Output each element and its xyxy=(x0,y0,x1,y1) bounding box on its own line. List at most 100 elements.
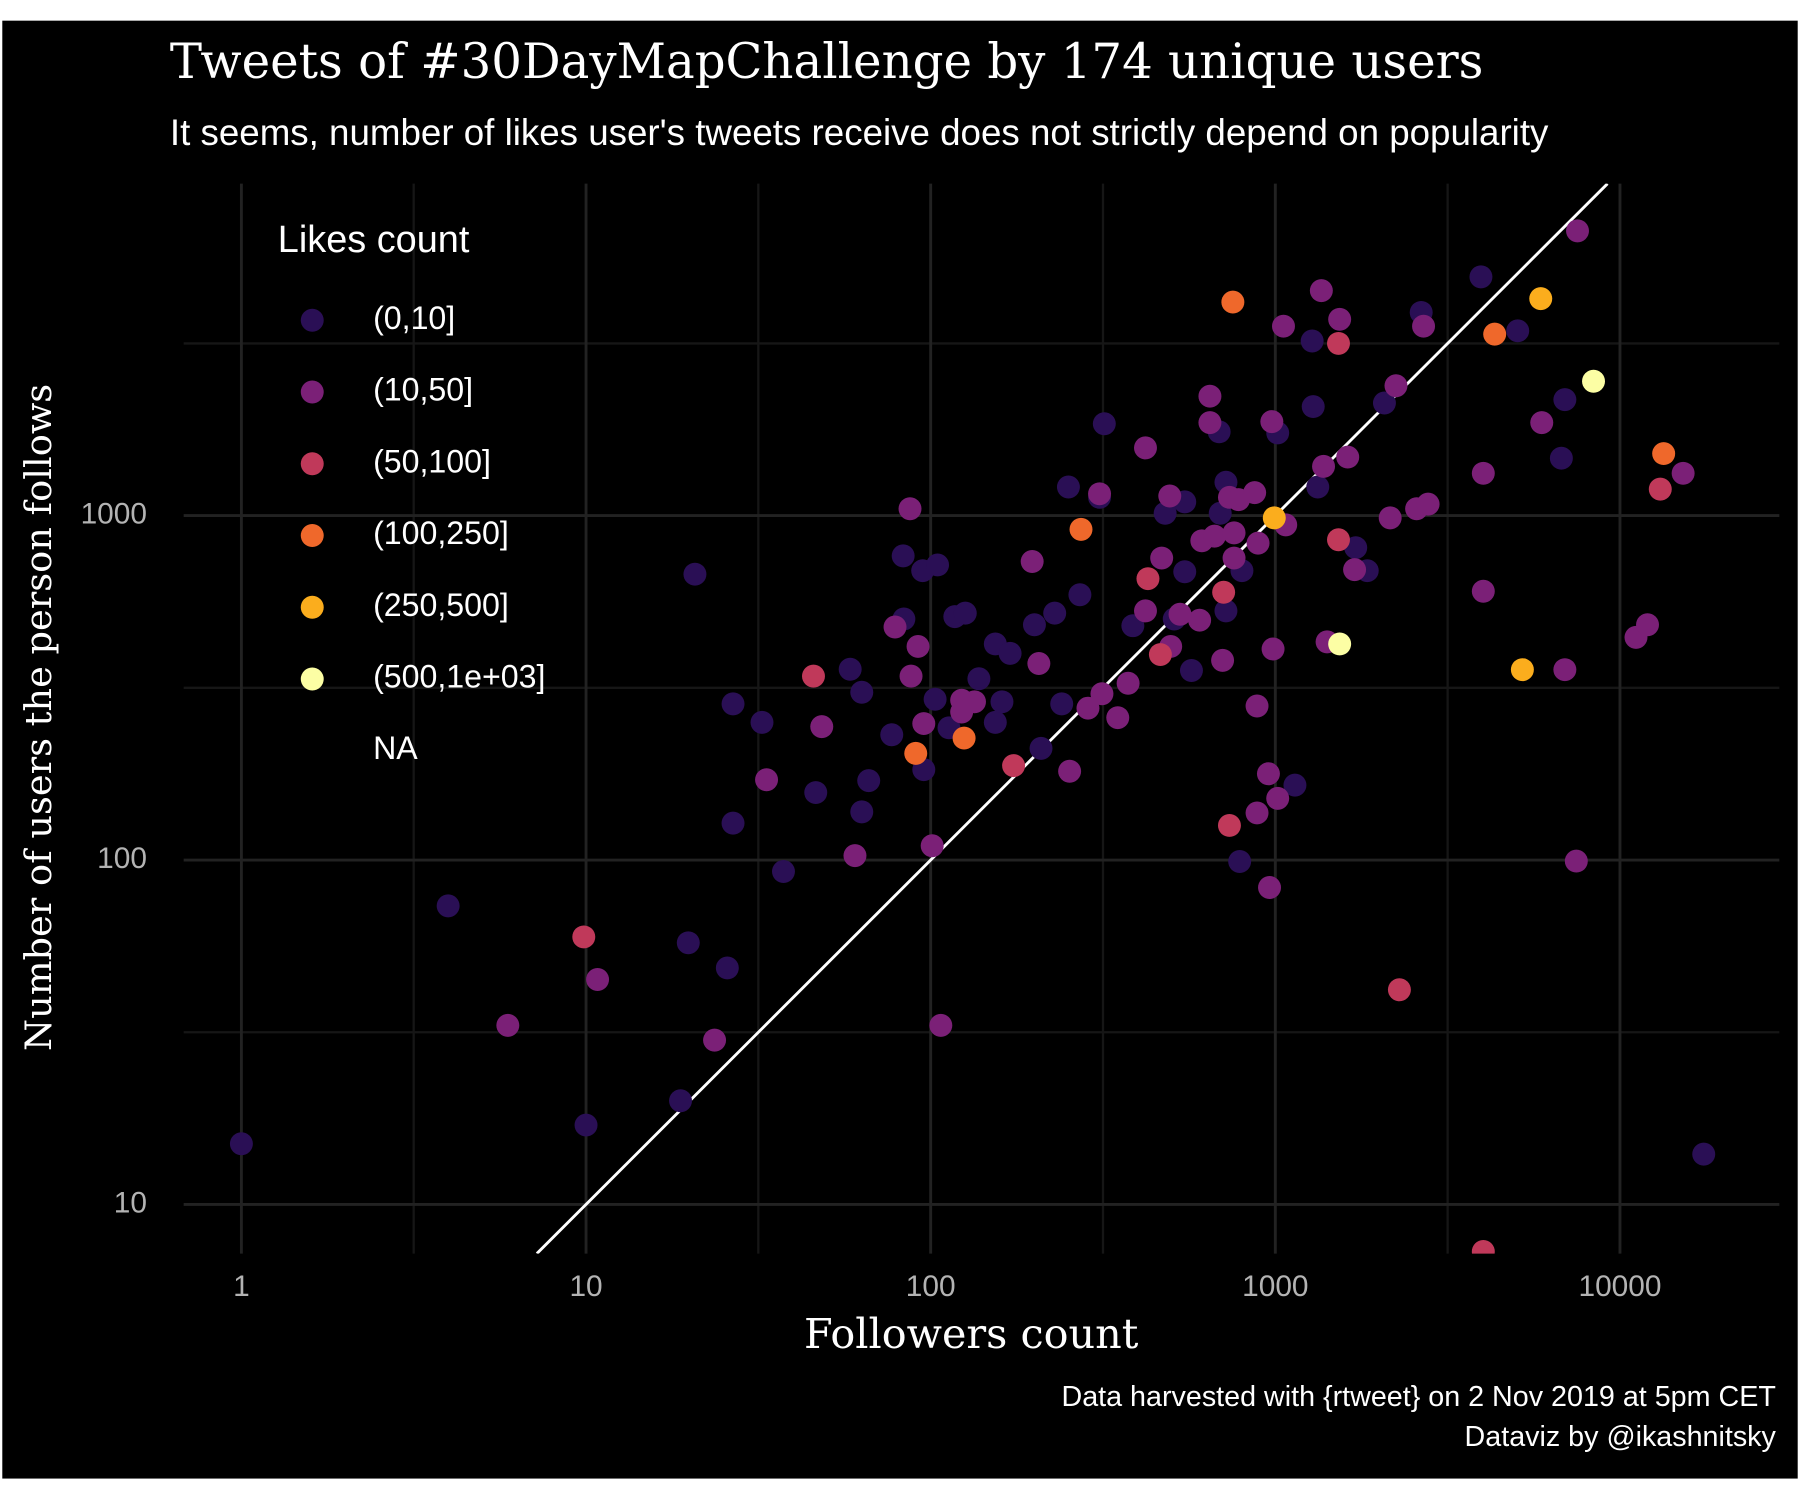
scatter-point xyxy=(1483,322,1507,346)
scatter-point xyxy=(1553,658,1577,682)
scatter-point xyxy=(1300,329,1324,353)
scatter-point xyxy=(703,1028,727,1052)
scatter-point xyxy=(1306,475,1330,499)
scatter-point xyxy=(1566,219,1589,243)
scatter-point xyxy=(801,664,825,688)
legend-label: (50,100] xyxy=(373,443,491,479)
scatter-point xyxy=(1134,599,1157,623)
scatter-point xyxy=(891,544,915,568)
scatter-point xyxy=(1510,658,1534,682)
scatter-point xyxy=(1068,583,1092,607)
chart-title: Tweets of #30DayMapChallenge by 174 uniq… xyxy=(170,34,1484,90)
scatter-point xyxy=(1092,412,1116,436)
scatter-point xyxy=(1283,773,1307,797)
scatter-point xyxy=(843,844,867,868)
scatter-point xyxy=(715,956,739,980)
legend-title: Likes count xyxy=(278,219,470,261)
scatter-point xyxy=(963,690,986,714)
scatter-point xyxy=(983,710,1007,734)
legend-label: (10,50] xyxy=(373,372,473,408)
legend-marker xyxy=(300,667,324,691)
scatter-point xyxy=(1134,436,1157,460)
scatter-point xyxy=(1214,599,1238,623)
scatter-point xyxy=(912,712,936,736)
scatter-point xyxy=(1564,849,1588,873)
scatter-point xyxy=(1203,524,1226,548)
caption: Data harvested with {rtweet} on 2 Nov 20… xyxy=(1062,1381,1776,1413)
scatter-point xyxy=(1469,265,1493,289)
x-tick-label: 1000 xyxy=(1242,1270,1308,1303)
scatter-point xyxy=(1582,369,1605,393)
scatter-point xyxy=(1384,374,1408,398)
legend-marker xyxy=(300,380,324,404)
scatter-point xyxy=(1328,632,1352,656)
scatter-point xyxy=(436,894,460,918)
legend-marker xyxy=(300,452,324,476)
scatter-point xyxy=(750,710,774,734)
scatter-point xyxy=(229,1132,253,1156)
scatter-point xyxy=(1217,813,1241,837)
scatter-point xyxy=(1506,319,1530,343)
legend-marker xyxy=(300,595,324,619)
scatter-point xyxy=(1372,391,1396,415)
scatter-point xyxy=(1336,445,1360,469)
scatter-point xyxy=(998,641,1022,665)
scatter-point xyxy=(1327,528,1350,552)
scatter-point xyxy=(929,1013,953,1037)
chart-background xyxy=(2,20,1798,1479)
scatter-point xyxy=(1378,506,1402,530)
scatter-point xyxy=(857,769,881,793)
scatter-point xyxy=(1088,482,1112,506)
x-axis-title: Followers count xyxy=(804,1310,1139,1358)
scatter-point xyxy=(1266,786,1290,810)
scatter-point xyxy=(967,667,991,691)
scatter-point xyxy=(1222,546,1246,570)
scatter-point xyxy=(1471,579,1495,603)
scatter-point xyxy=(1387,978,1411,1002)
scatter-point xyxy=(850,680,874,704)
scatter-point xyxy=(1090,682,1114,706)
scatter-point xyxy=(1228,850,1252,874)
scatter-point xyxy=(1027,652,1051,676)
scatter-point xyxy=(1343,558,1367,582)
scatter-point xyxy=(1261,637,1285,661)
scatter-point xyxy=(771,860,795,884)
scatter-point xyxy=(810,715,834,739)
scatter-point xyxy=(1636,613,1659,637)
scatter-point xyxy=(572,925,596,949)
scatter-point xyxy=(1050,692,1074,716)
y-tick-label: 1000 xyxy=(81,497,147,530)
scatter-point xyxy=(1692,1142,1716,1166)
scatter-point xyxy=(1471,1240,1495,1254)
scatter-point xyxy=(883,615,907,639)
y-tick-label: 10 xyxy=(114,1186,147,1219)
identity-line xyxy=(535,183,1609,1254)
scatter-point xyxy=(1312,454,1336,478)
x-tick-label: 100 xyxy=(906,1270,956,1303)
scatter-point xyxy=(669,1089,693,1113)
scatter-point xyxy=(1150,546,1174,570)
scatter-point xyxy=(1416,492,1440,516)
x-tick-label: 1 xyxy=(233,1270,250,1303)
scatter-point xyxy=(920,834,944,858)
scatter-point xyxy=(906,634,930,658)
scatter-point xyxy=(1272,314,1295,338)
scatter-point xyxy=(1211,648,1235,672)
scatter-point xyxy=(1020,549,1044,573)
y-axis-title: Number of users the person follows xyxy=(17,384,60,1051)
scatter-point xyxy=(1168,602,1192,626)
scatter-point xyxy=(899,664,923,688)
scatter-point xyxy=(1043,601,1067,625)
scatter-point xyxy=(1221,290,1245,314)
scatter-point xyxy=(1652,442,1676,466)
scatter-point xyxy=(1260,410,1284,434)
scatter-point xyxy=(838,657,862,681)
scatter-point xyxy=(676,931,700,955)
scatter-point xyxy=(1198,411,1222,435)
chart-subtitle: It seems, number of likes user's tweets … xyxy=(170,112,1549,153)
legend-label: (500,1e+03] xyxy=(373,659,545,695)
legend-label: (100,250] xyxy=(373,515,509,551)
legend-label: (0,10] xyxy=(373,300,455,336)
scatter-point xyxy=(1553,388,1577,412)
